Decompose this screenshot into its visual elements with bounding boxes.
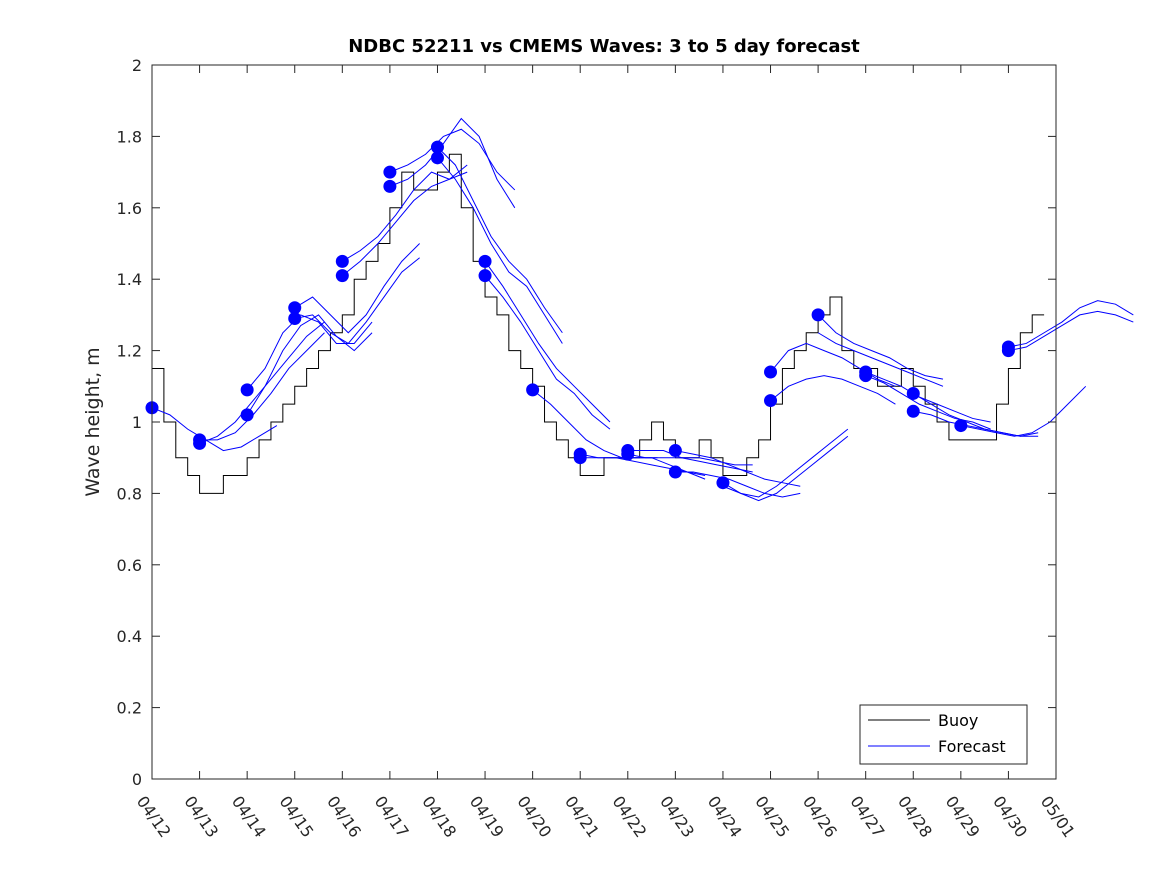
forecast-point bbox=[478, 254, 492, 268]
forecast-run-line bbox=[817, 332, 944, 387]
forecast-point bbox=[193, 436, 207, 450]
forecast-point bbox=[573, 451, 587, 465]
forecast-point bbox=[764, 365, 778, 379]
forecast-point bbox=[668, 444, 682, 458]
forecast-run-line bbox=[151, 407, 278, 452]
forecast-run-line bbox=[199, 332, 325, 441]
forecast-point bbox=[288, 311, 302, 325]
forecast-point bbox=[288, 301, 302, 315]
y-tick-label: 0 bbox=[132, 770, 142, 789]
plot-area bbox=[152, 65, 1056, 779]
forecast-run-line bbox=[580, 457, 706, 477]
legend-box bbox=[859, 704, 1028, 765]
y-tick-label: 2 bbox=[132, 56, 142, 75]
forecast-point bbox=[859, 369, 873, 383]
forecast-point bbox=[621, 447, 635, 461]
forecast-point bbox=[383, 165, 397, 179]
y-tick-label: 1.4 bbox=[117, 270, 142, 289]
y-tick-label: 1.8 bbox=[117, 127, 142, 146]
chart-title: NDBC 52211 vs CMEMS Waves: 3 to 5 day fo… bbox=[348, 36, 860, 57]
forecast-run-line bbox=[675, 471, 801, 498]
y-tick-label: 1.2 bbox=[117, 342, 142, 361]
y-axis-label: Wave height, m bbox=[82, 347, 104, 496]
forecast-run-line bbox=[342, 164, 468, 262]
forecast-run-line bbox=[389, 128, 516, 191]
forecast-run-line bbox=[294, 257, 420, 345]
forecast-run-line bbox=[770, 342, 896, 387]
forecast-run-line bbox=[627, 450, 753, 466]
forecast-point bbox=[906, 386, 920, 400]
forecast-run-line bbox=[865, 375, 991, 430]
forecast-point bbox=[668, 465, 682, 479]
forecast-run-line bbox=[627, 453, 753, 473]
forecast-run-line bbox=[437, 157, 563, 344]
forecast-point bbox=[240, 408, 254, 422]
y-tick-label: 1.6 bbox=[117, 199, 142, 218]
forecast-run-line bbox=[484, 275, 611, 430]
forecast-point bbox=[906, 404, 920, 418]
forecast-point bbox=[1001, 344, 1015, 358]
legend-label-buoy: Buoy bbox=[938, 711, 978, 730]
forecast-point bbox=[240, 383, 254, 397]
forecast-run-line bbox=[722, 435, 849, 502]
forecast-run-line bbox=[865, 371, 991, 423]
forecast-run-line bbox=[246, 314, 373, 416]
forecast-point bbox=[430, 140, 444, 154]
forecast-run-line bbox=[675, 450, 801, 487]
forecast-point bbox=[478, 269, 492, 283]
forecast-run-line bbox=[246, 314, 373, 391]
forecast-point bbox=[716, 476, 730, 490]
forecast-run-line bbox=[389, 117, 516, 209]
forecast-run-line bbox=[342, 171, 468, 277]
forecast-point bbox=[335, 269, 349, 283]
forecast-run-line bbox=[199, 321, 325, 444]
y-axis: 0 0.2 0.4 0.6 0.8 1 1.2 1.4 1.6 1.8 2 bbox=[117, 56, 1056, 789]
forecast-point bbox=[811, 308, 825, 322]
y-tick-label: 0.4 bbox=[117, 627, 142, 646]
forecast-point bbox=[764, 394, 778, 408]
forecast-point bbox=[526, 383, 540, 397]
forecast-point bbox=[430, 151, 444, 165]
forecast-run-line bbox=[770, 375, 896, 405]
forecast-point bbox=[383, 179, 397, 193]
y-tick-label: 0.2 bbox=[117, 699, 142, 718]
forecast-run-line bbox=[437, 146, 563, 334]
forecast-run-line bbox=[960, 385, 1087, 437]
forecast-run-line bbox=[817, 314, 944, 380]
forecast-run-line bbox=[484, 261, 611, 423]
forecast-point bbox=[954, 419, 968, 433]
y-tick-label: 1 bbox=[132, 413, 142, 432]
forecast-run-line bbox=[722, 428, 849, 498]
forecast-point bbox=[335, 254, 349, 268]
y-tick-label: 0.6 bbox=[117, 556, 142, 575]
forecast-run-line bbox=[1008, 300, 1134, 348]
legend-label-forecast: Forecast bbox=[938, 737, 1006, 756]
legend: Buoy Forecast bbox=[859, 704, 1028, 765]
forecast-run-line bbox=[1008, 310, 1134, 352]
data-layer bbox=[145, 117, 1134, 502]
forecast-run-line bbox=[294, 243, 420, 334]
y-tick-label: 0.8 bbox=[117, 484, 142, 503]
